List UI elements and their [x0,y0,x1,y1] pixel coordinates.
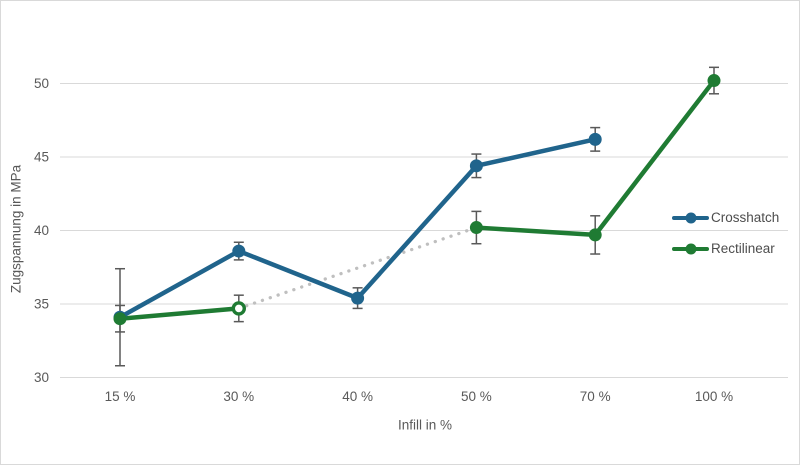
y-axis-title: Zugspannung in MPa [8,164,24,294]
legend-item-crosshatch[interactable]: Crosshatch [672,207,779,228]
x-tick-label: 100 % [695,389,733,404]
x-tick-label: 30 % [223,389,254,404]
data-point-rectilinear-open[interactable] [231,301,247,316]
crosshatch-legend-line-icon [672,212,709,223]
x-tick-label: 40 % [342,389,373,404]
y-tick-label: 35 [34,297,49,312]
data-point-crosshatch[interactable] [588,132,602,146]
rectilinear-legend-marker-icon [685,243,696,254]
data-point-crosshatch[interactable] [351,291,365,305]
legend-item-rectilinear[interactable]: Rectilinear [672,238,779,259]
y-tick-label: 40 [34,223,49,238]
y-tick-label: 30 [34,370,49,385]
data-point-crosshatch[interactable] [232,244,246,258]
data-point-crosshatch[interactable] [469,159,483,173]
data-point-rectilinear[interactable] [469,221,483,235]
data-point-rectilinear[interactable] [113,312,127,326]
x-tick-label: 50 % [461,389,492,404]
legend-label-rectilinear: Rectilinear [711,241,775,256]
x-tick-label: 15 % [105,389,136,404]
legend-label-crosshatch: Crosshatch [711,210,780,225]
rectilinear-legend-line-icon [672,243,709,254]
y-tick-label: 50 [34,76,49,91]
x-axis-title: Infill in % [397,417,453,433]
y-tick-label: 45 [34,150,49,165]
crosshatch-legend-marker-icon [685,212,696,223]
x-tick-label: 70 % [580,389,611,404]
legend: Crosshatch Rectilinear [672,207,779,259]
dotted-connector-line [237,225,479,311]
series-line-rectilinear[interactable] [117,306,242,321]
data-point-rectilinear[interactable] [707,74,721,88]
data-point-rectilinear[interactable] [588,228,602,242]
